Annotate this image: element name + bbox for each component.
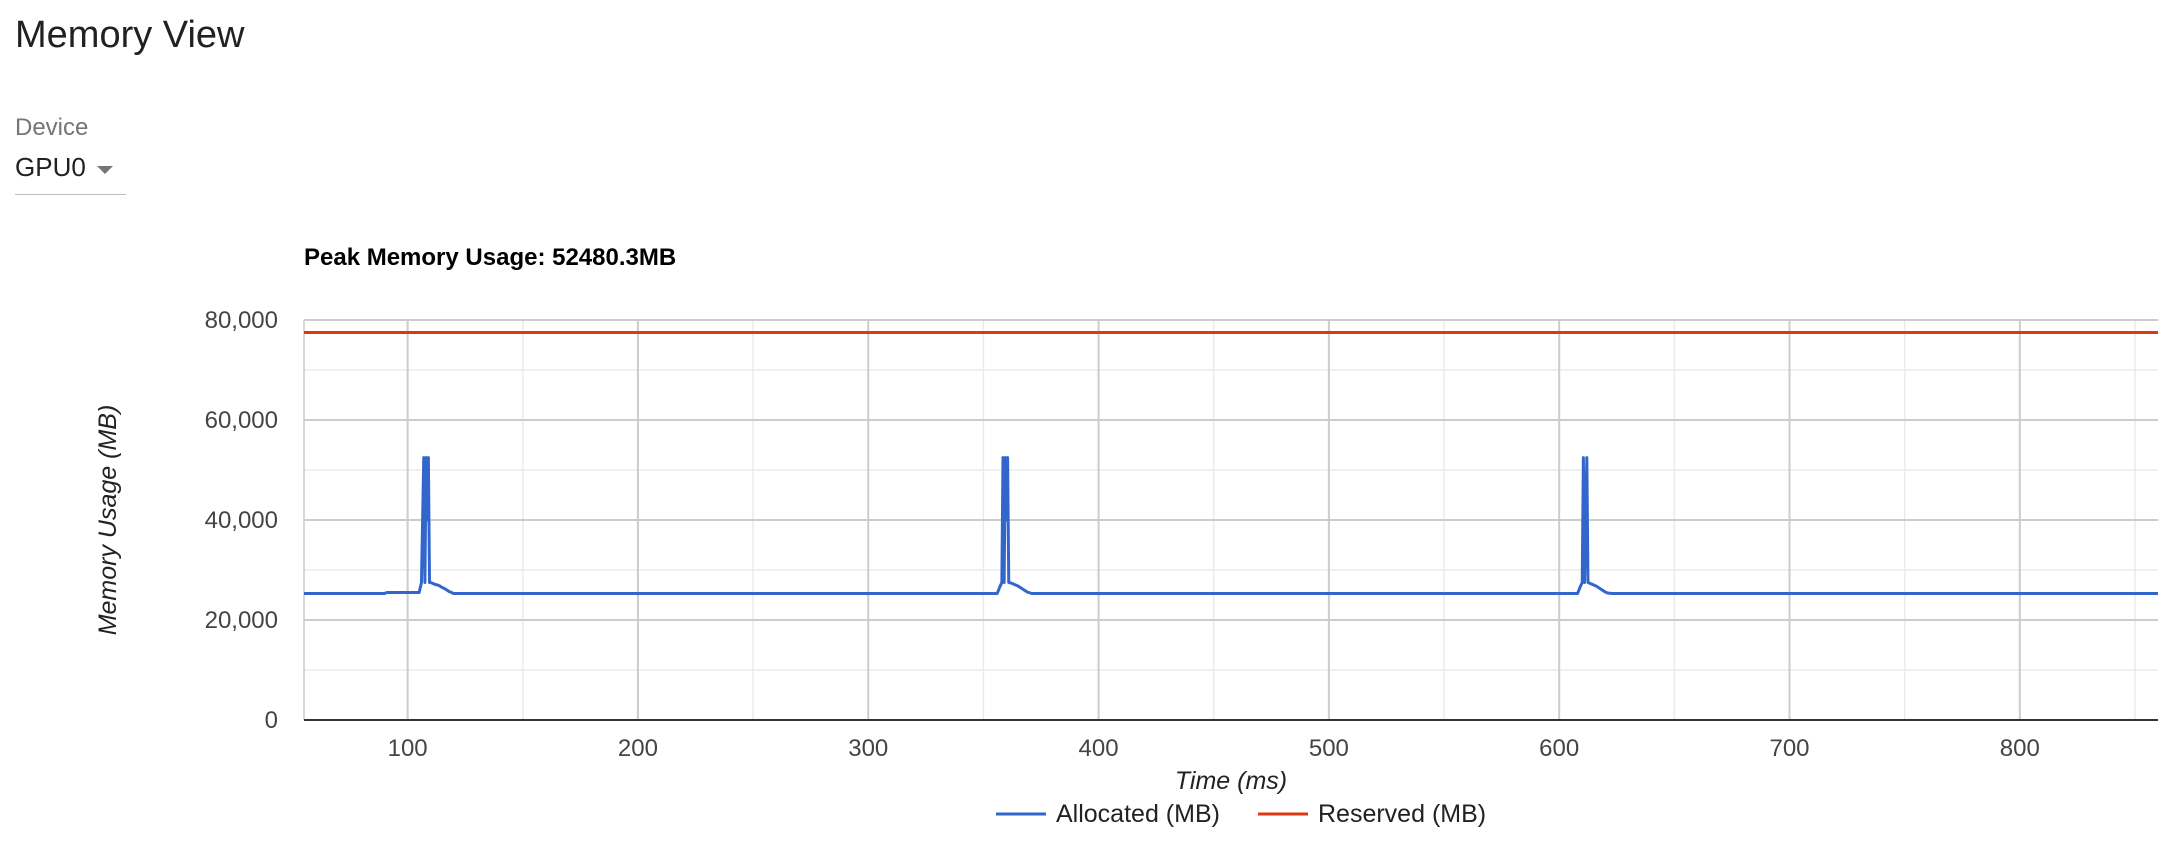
x-tick-label: 400	[1079, 735, 1119, 762]
x-axis-ticks: 100 200 300 400 500 600 700 800	[388, 735, 2040, 762]
chevron-down-icon	[97, 166, 113, 174]
x-tick-label: 300	[848, 735, 888, 762]
x-tick-label: 100	[388, 735, 428, 762]
x-tick-label: 600	[1539, 735, 1579, 762]
chart-title: Peak Memory Usage: 52480.3MB	[304, 244, 676, 271]
series-layer	[304, 331, 2158, 595]
x-tick-label: 500	[1309, 735, 1349, 762]
page-title: Memory View	[15, 14, 245, 56]
legend: Allocated (MB) Reserved (MB)	[996, 800, 1486, 828]
legend-label-reserved-mb: Reserved (MB)	[1318, 800, 1486, 828]
x-tick-label: 700	[1769, 735, 1809, 762]
y-axis-title: Memory Usage (MB)	[94, 405, 122, 636]
device-label: Device	[15, 114, 89, 141]
y-tick-label: 80,000	[205, 307, 278, 334]
y-tick-label: 20,000	[205, 607, 278, 634]
device-select[interactable]: GPU0	[15, 148, 126, 195]
x-tick-label: 200	[618, 735, 658, 762]
y-tick-label: 40,000	[205, 507, 278, 534]
device-selected-value: GPU0	[15, 152, 86, 182]
memory-chart: Peak Memory Usage: 52480.3MB 100 200 300 40…	[94, 244, 2158, 828]
legend-label-allocated-mb: Allocated (MB)	[1056, 800, 1220, 828]
x-axis-title: Time (ms)	[1175, 767, 1287, 795]
y-axis-ticks: 0 20,000 40,000 60,000 80,000	[205, 307, 278, 734]
y-tick-label: 0	[265, 707, 278, 734]
x-tick-label: 800	[2000, 735, 2040, 762]
series-line-allocated-mb	[304, 456, 2158, 595]
y-tick-label: 60,000	[205, 407, 278, 434]
major-gridlines	[303, 319, 2158, 720]
